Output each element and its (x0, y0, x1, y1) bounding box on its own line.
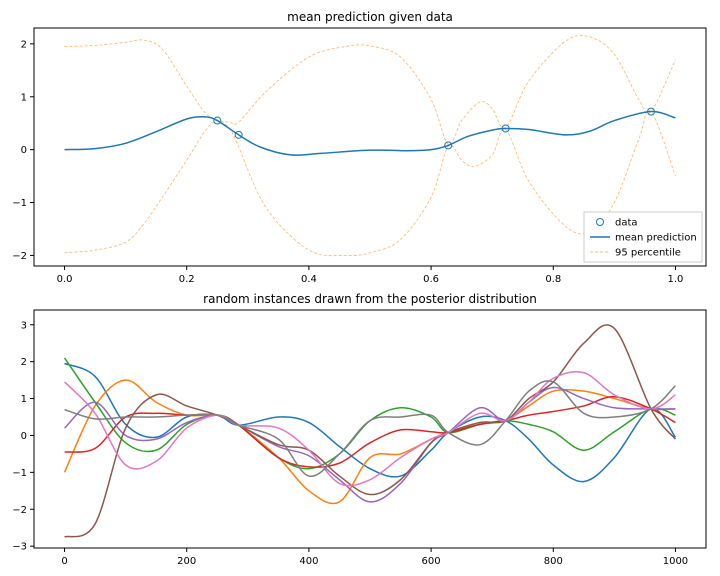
top-x-tick-label: 0.8 (545, 274, 561, 285)
bottom-chart-title: random instances drawn from the posterio… (203, 292, 537, 306)
bottom-x-tick-label: 1000 (663, 556, 688, 567)
bottom-axes-frame (33, 309, 707, 549)
top-x-axis: 0.0 0.2 0.4 0.6 0.8 1.0 (57, 266, 684, 285)
upper-95-percentile-line (64, 34, 676, 146)
bottom-y-tick-label: 2 (21, 357, 27, 368)
top-axes-frame (33, 27, 707, 267)
legend-entry-percentile: 95 percentile (615, 248, 681, 259)
top-y-tick-label: −1 (12, 198, 27, 209)
bottom-y-tick-label: 0 (21, 431, 27, 442)
posterior-sample-line-6 (64, 324, 677, 538)
top-legend: data mean prediction 95 percentile (583, 211, 703, 263)
posterior-sample-line-1 (64, 362, 677, 483)
bottom-plot-area: 0 200 400 600 800 1000 −3 −2 −1 0 1 2 3 (12, 309, 707, 567)
bottom-x-tick-label: 400 (299, 556, 318, 567)
data-point (213, 116, 222, 125)
bottom-x-tick-label: 200 (177, 556, 196, 567)
posterior-sample-line-3 (63, 357, 676, 470)
top-chart-title: mean prediction given data (287, 10, 453, 24)
top-x-tick-label: 1.0 (668, 274, 684, 285)
bottom-x-axis: 0 200 400 600 800 1000 (61, 548, 688, 567)
top-x-tick-label: 0.0 (57, 274, 73, 285)
data-point (647, 107, 656, 116)
posterior-sample-line-8 (64, 380, 676, 477)
legend-data-marker (596, 218, 604, 226)
lower-95-percentile-line (64, 109, 676, 257)
bottom-y-tick-label: 3 (21, 320, 27, 331)
top-x-tick-label: 0.2 (179, 274, 195, 285)
posterior-sample-line-2 (63, 379, 676, 505)
bottom-x-tick-label: 800 (544, 556, 563, 567)
top-y-tick-label: 0 (21, 145, 27, 156)
top-x-tick-label: 0.6 (423, 274, 439, 285)
posterior-sample-line-7 (64, 370, 676, 487)
bottom-y-tick-label: 1 (21, 394, 27, 405)
data-point (234, 130, 243, 139)
top-y-tick-label: −2 (12, 251, 27, 262)
bottom-y-tick-label: −1 (12, 468, 27, 479)
bottom-y-axis: −3 −2 −1 0 1 2 3 (12, 320, 34, 553)
bottom-x-tick-label: 0 (61, 556, 67, 567)
top-plot-area: 0.0 0.2 0.4 0.6 0.8 1.0 −2 −1 0 1 2 data mean pre… (12, 27, 707, 285)
top-y-axis: −2 −1 0 1 2 (12, 39, 34, 262)
posterior-sample-line-5 (64, 386, 676, 503)
data-point (444, 141, 453, 150)
top-y-tick-label: 2 (21, 39, 27, 50)
posterior-sample-line-4 (64, 395, 676, 468)
data-point (501, 124, 510, 133)
top-x-tick-label: 0.4 (301, 274, 317, 285)
bottom-y-tick-label: −2 (12, 505, 27, 516)
top-y-tick-label: 1 (21, 92, 27, 103)
legend-entry-data: data (615, 218, 638, 229)
bottom-y-tick-label: −3 (12, 542, 27, 553)
bottom-x-tick-label: 600 (422, 556, 441, 567)
legend-entry-mean: mean prediction (615, 233, 697, 244)
top-series-layer (64, 34, 676, 257)
bottom-series-layer (63, 324, 677, 538)
mean-prediction-line (64, 110, 676, 156)
